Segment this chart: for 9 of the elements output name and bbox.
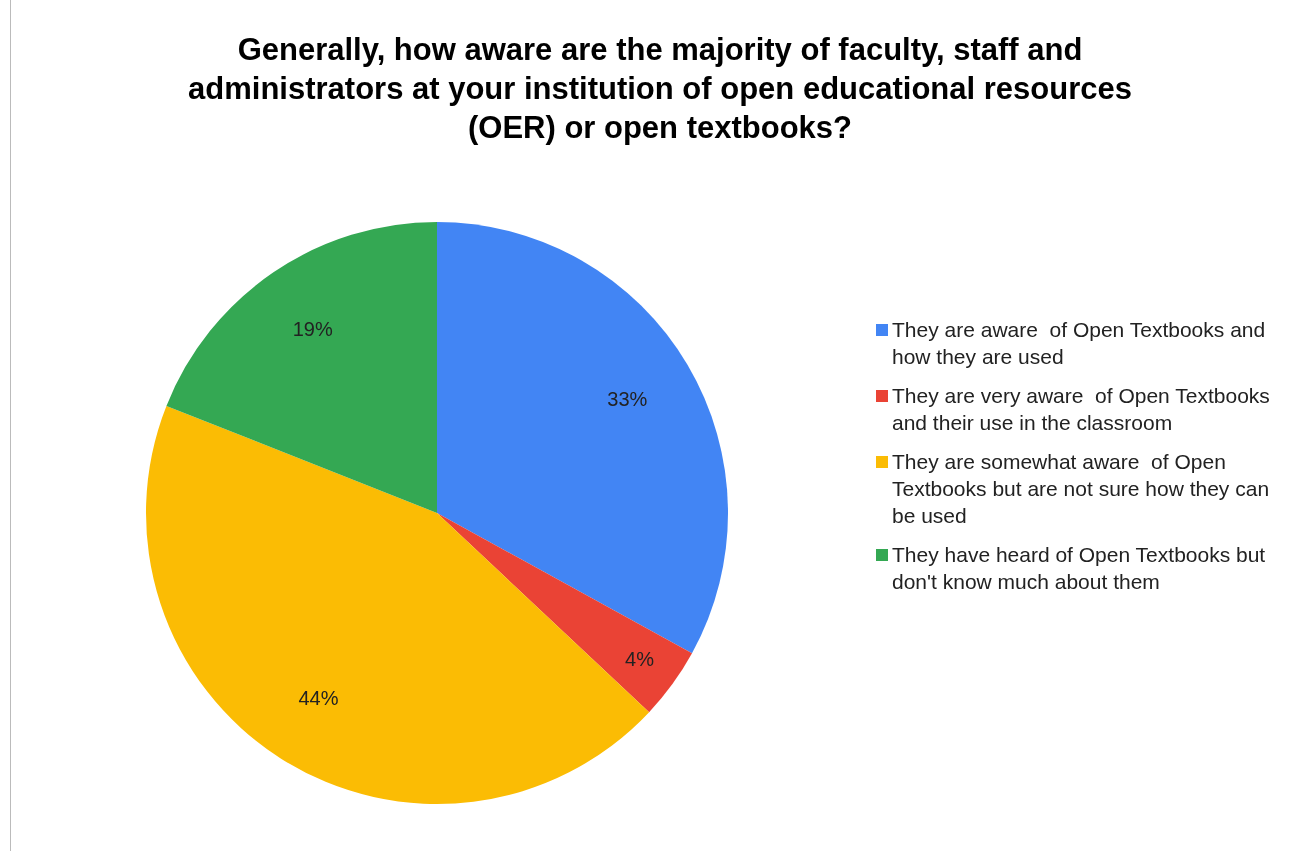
data-label: 44% [298,687,339,710]
chart-title: Generally, how aware are the majority of faculty, staff and administrators at your institution of open educational resources (OER) or open textbooks? [187,31,1133,147]
data-label: 33% [607,387,648,410]
data-label: 19% [292,317,333,340]
legend-label: They are very aware of Open Textbooks and their use in the classroom [892,383,1271,436]
data-label: 4% [625,647,655,670]
legend-label: They are somewhat aware of Open Textbooks but are not sure how they can be used [892,449,1271,529]
legend-label: They are aware of Open Textbooks and how they are used [892,317,1267,370]
legend-label: They have heard of Open Textbooks but don't know much about them [892,542,1267,595]
